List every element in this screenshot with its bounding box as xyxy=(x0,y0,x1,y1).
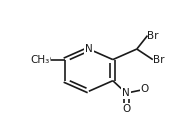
Text: Br: Br xyxy=(147,31,159,41)
Text: CH₃: CH₃ xyxy=(30,55,50,65)
Text: O: O xyxy=(141,84,149,94)
Text: N: N xyxy=(122,88,130,98)
Text: Br: Br xyxy=(153,55,164,65)
Text: N: N xyxy=(85,44,93,54)
Text: O: O xyxy=(122,104,130,113)
Text: O: O xyxy=(42,55,50,65)
